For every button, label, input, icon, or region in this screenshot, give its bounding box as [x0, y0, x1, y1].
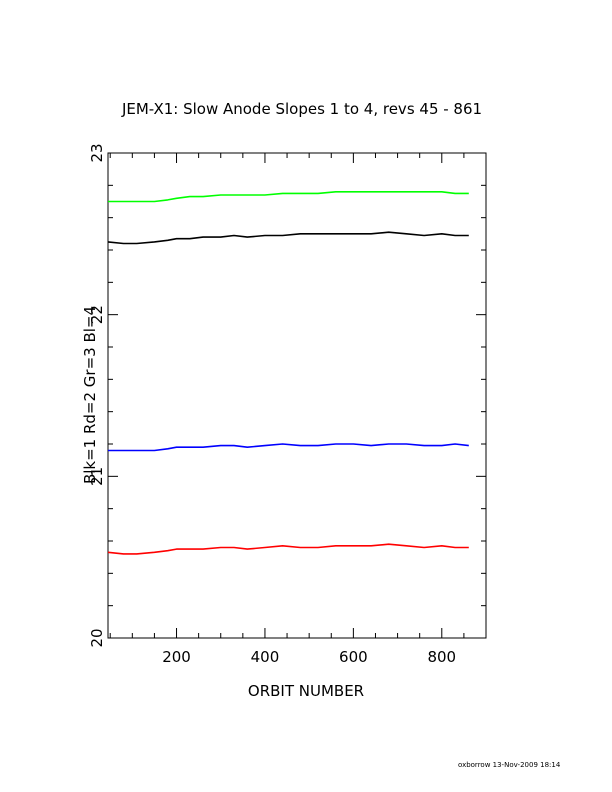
y-tick-label: 21 [88, 467, 106, 486]
axis-ticks [108, 152, 487, 639]
series-group [107, 191, 469, 555]
x-axis-label: ORBIT NUMBER [248, 682, 364, 700]
x-tick-label: 600 [339, 648, 368, 666]
plot-frame [107, 152, 487, 639]
y-tick-label: 22 [88, 305, 106, 324]
footer-credit: oxborrow 13-Nov-2009 18:14 [458, 761, 561, 769]
y-tick-label: 23 [88, 143, 106, 162]
y-tick-label: 20 [88, 628, 106, 647]
x-tick-label: 200 [162, 648, 191, 666]
chart-title: JEM-X1: Slow Anode Slopes 1 to 4, revs 4… [121, 100, 482, 118]
y-axis-label: Blk=1 Rd=2 Gr=3 Bl=4 [81, 306, 99, 484]
series-line-2 [107, 543, 469, 555]
x-tick-label: 400 [251, 648, 280, 666]
series-line-1 [107, 231, 469, 245]
series-line-4 [108, 443, 469, 452]
axis-tick-labels: 200 400 600 800 20 21 22 23 [88, 143, 456, 666]
x-tick-label: 800 [427, 648, 456, 666]
series-line-3 [108, 191, 469, 203]
